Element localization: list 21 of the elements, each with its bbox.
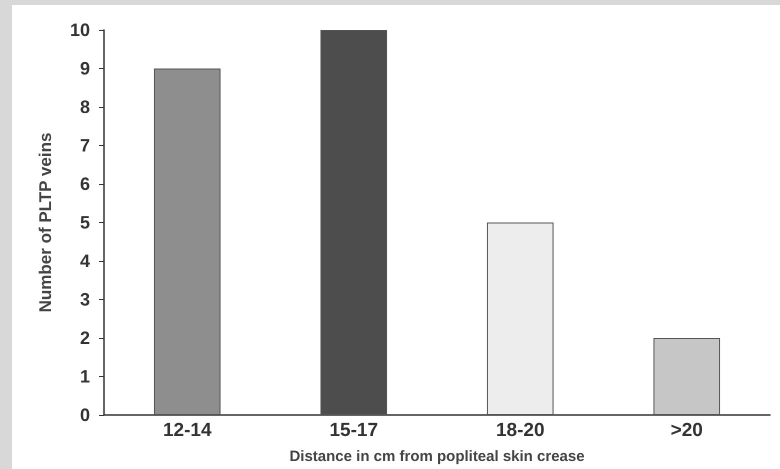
bar (320, 30, 388, 415)
y-tick-label: 1 (80, 366, 90, 386)
bar (154, 68, 221, 415)
y-axis-title: Number of PLTP veins (36, 132, 55, 312)
x-tick-label: >20 (670, 420, 703, 441)
y-tick-label: 5 (80, 212, 90, 232)
bar (486, 222, 554, 415)
y-tick-label: 7 (80, 136, 90, 156)
x-tick-label: 12-14 (162, 420, 212, 441)
y-tick-label: 9 (80, 58, 90, 78)
x-tick-label: 15-17 (329, 420, 378, 441)
y-tick-label: 8 (80, 97, 90, 117)
x-axis-title: Distance in cm from popliteal skin crease (289, 448, 585, 465)
y-tick-label: 4 (80, 251, 90, 271)
y-tick-label: 2 (80, 328, 90, 348)
y-tick-label: 0 (80, 405, 90, 425)
y-tick-label: 6 (80, 174, 90, 194)
bar (653, 338, 720, 415)
y-tick-label: 3 (80, 290, 90, 310)
x-tick-label: 18-20 (496, 420, 545, 441)
y-tick-label: 10 (70, 20, 90, 40)
